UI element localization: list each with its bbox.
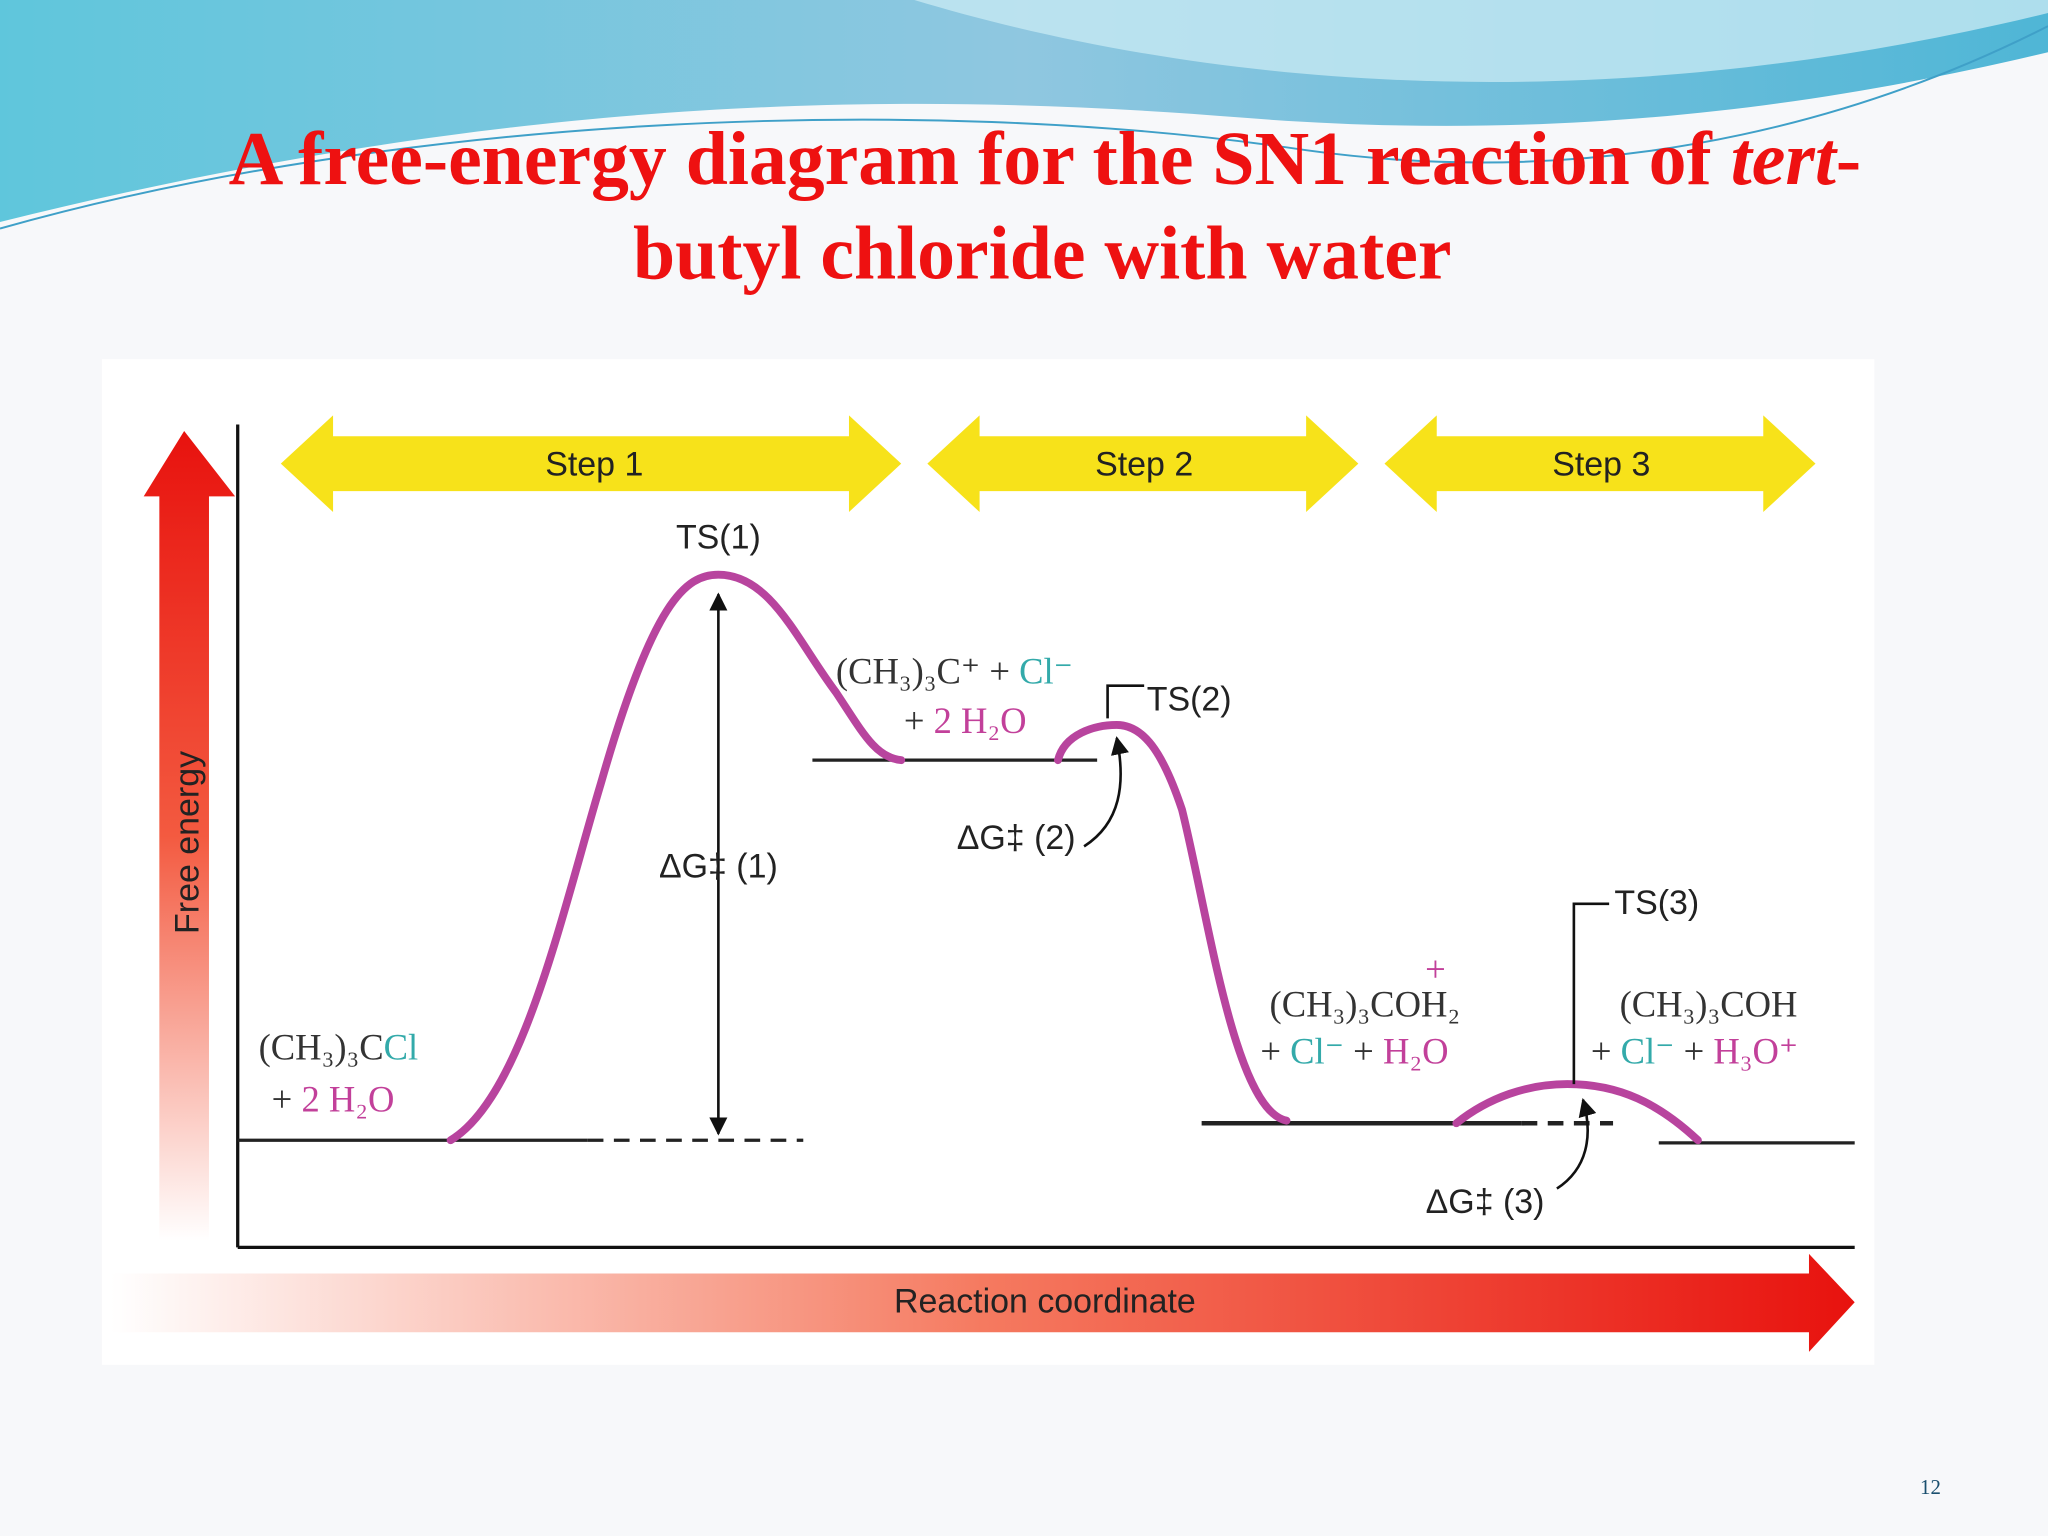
title-line2: butyl chloride with water xyxy=(633,212,1451,296)
species-line: + 2 H₂O xyxy=(904,700,1027,741)
step-label: Step 3 xyxy=(1552,445,1650,483)
delta-g-arrow xyxy=(1556,1097,1597,1190)
species-line: (CH₃)₃COH₂ xyxy=(1270,984,1461,1025)
formula: Cl⁻ xyxy=(1621,1031,1675,1072)
formula: H₃O⁺ xyxy=(1713,1031,1798,1072)
delta-g-label: ΔG‡ (3) xyxy=(1426,1183,1545,1221)
header-wave-light xyxy=(914,0,2048,82)
formula: + xyxy=(272,1079,302,1120)
ts-label: TS(2) xyxy=(1147,680,1232,718)
species-line: + 2 H₂O xyxy=(272,1079,395,1120)
page-number: 12 xyxy=(1920,1475,1941,1499)
species-line: (CH₃)₃CCl xyxy=(259,1027,419,1068)
title-part: tert xyxy=(1731,118,1838,202)
formula: (CH₃)₃C⁺ + xyxy=(836,651,1019,692)
formula: Cl⁻ xyxy=(1290,1031,1344,1072)
formula: Cl⁻ xyxy=(1019,651,1073,692)
curve-step3 xyxy=(1452,1080,1702,1145)
header-line xyxy=(0,25,2048,230)
free-energy-arrow xyxy=(143,431,236,1241)
title-line1: A free-energy diagram for the SN1 reacti… xyxy=(229,118,1861,202)
species-line: (CH₃)₃C⁺ + Cl⁻ xyxy=(836,651,1073,692)
formula: (CH₃)₃C xyxy=(259,1027,384,1068)
formula: + xyxy=(904,700,934,741)
ts-bracket xyxy=(1106,684,1145,719)
energy-curve xyxy=(446,570,1702,1145)
title-part: A free-energy diagram for the SN1 reacti… xyxy=(229,118,1731,202)
curve-step1 xyxy=(446,570,906,1145)
ts-label: TS(3) xyxy=(1614,884,1699,922)
formula: Cl xyxy=(384,1027,419,1068)
step-label: Step 1 xyxy=(545,445,643,483)
step-label: Step 2 xyxy=(1095,445,1193,483)
reaction-coordinate-arrow xyxy=(111,1253,1855,1352)
step-arrow xyxy=(1384,415,1816,512)
formula: 2 H₂O xyxy=(301,1079,394,1120)
ts-bracket xyxy=(1572,902,1610,1085)
formula: (CH₃)₃COH xyxy=(1620,984,1798,1025)
formula: 2 H₂O xyxy=(934,700,1027,741)
curve-step2 xyxy=(1054,720,1291,1125)
formula: + xyxy=(1344,1031,1383,1072)
diagram-panel xyxy=(101,359,1875,1365)
formula: (CH₃)₃COH₂ xyxy=(1270,984,1461,1025)
species-line: + Cl⁻ + H₃O⁺ xyxy=(1591,1031,1798,1072)
delta-g-arrow xyxy=(1083,736,1129,848)
step-arrow xyxy=(280,415,902,512)
formula: + xyxy=(1674,1031,1713,1072)
step-arrow xyxy=(927,415,1359,512)
formula: + xyxy=(1591,1031,1621,1072)
ts-label: TS(1) xyxy=(676,518,761,556)
delta-g-label: ΔG‡ (2) xyxy=(957,819,1076,857)
charge: + xyxy=(1425,948,1446,989)
delta-g-label: ΔG‡ (1) xyxy=(659,848,778,886)
species-line: + Cl⁻ + H₂O xyxy=(1260,1031,1448,1072)
title-part: - xyxy=(1836,118,1861,202)
formula: + xyxy=(1260,1031,1290,1072)
y-axis-label: Free energy xyxy=(168,751,206,934)
formula: H₂O xyxy=(1383,1031,1449,1072)
species-line: (CH₃)₃COH xyxy=(1620,984,1798,1025)
x-axis-label: Reaction coordinate xyxy=(894,1282,1196,1320)
